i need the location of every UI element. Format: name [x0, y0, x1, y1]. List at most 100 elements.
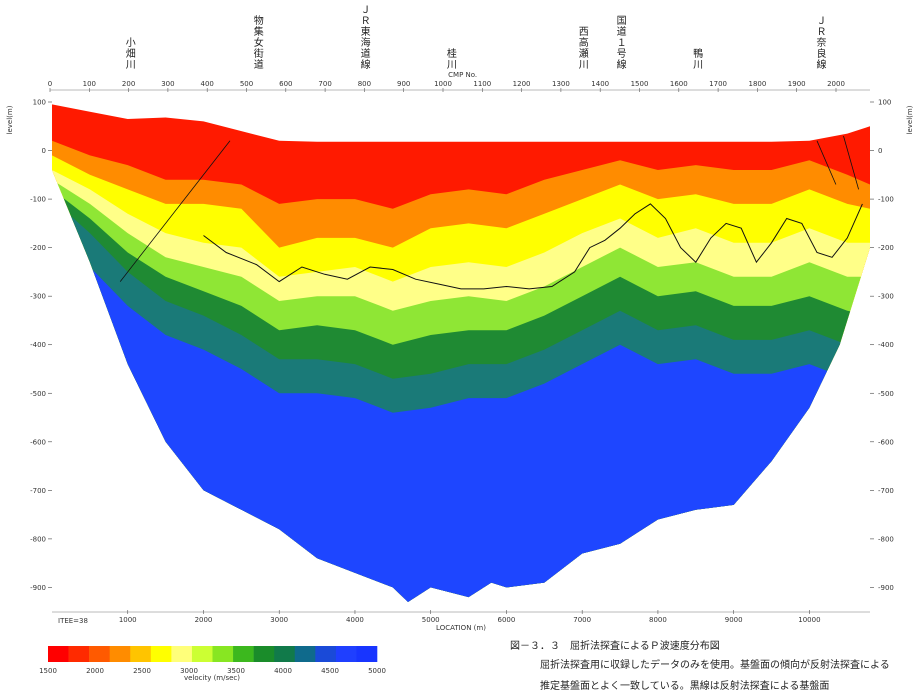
- place-label-char: Ｊ: [361, 5, 371, 16]
- fault-line-2: [816, 140, 837, 185]
- place-label-char: 良: [817, 47, 827, 60]
- place-label-char: 瀬: [579, 48, 589, 60]
- colorbar-tick-label: 5000: [368, 667, 386, 675]
- colorbar-tick-label: 4500: [321, 667, 339, 675]
- cmp-tick-label: 1200: [513, 80, 531, 88]
- x-tick-label: 3000: [270, 616, 288, 624]
- left-tick-label: -600: [30, 438, 46, 446]
- right-y-axis-label: level(m): [906, 105, 914, 134]
- overlay-lines: [119, 135, 863, 290]
- colorbar-swatch: [233, 646, 254, 662]
- right-tick-label: -700: [878, 487, 894, 495]
- cmp-tick-label: 200: [122, 80, 135, 88]
- cmp-tick-label: 1400: [591, 80, 609, 88]
- x-tick-label: 10000: [798, 616, 820, 624]
- cmp-tick-label: 500: [240, 80, 253, 88]
- right-tick-label: -200: [878, 244, 894, 252]
- site-label: ITEE=38: [58, 617, 88, 625]
- place-label-char: 畑: [126, 47, 136, 60]
- figure-caption-line-1: 屈折法探査用に収録したデータのみを使用。基盤面の傾向が反射法探査による: [540, 660, 890, 671]
- place-label-char: 東: [361, 25, 371, 38]
- basement-line: [203, 203, 863, 290]
- colorbar-swatch: [315, 646, 337, 662]
- place-label-char: 道: [361, 47, 371, 60]
- colorbar-tick-label: 3500: [227, 667, 245, 675]
- figure-caption-line-2: 推定基盤面とよく一致している。黒線は反射法探査による基盤面: [540, 681, 830, 692]
- colorbar-tick-label: 3000: [180, 667, 198, 675]
- place-label-char: 国: [617, 15, 627, 27]
- x-tick-label: 8000: [649, 616, 667, 624]
- right-tick-label: -800: [878, 535, 894, 543]
- left-y-axis: 100 0 -100 -200 -300 -400 -500 -600 -700 -800 -900: [30, 99, 52, 592]
- fault-line-1: [119, 140, 231, 282]
- colorbar-tick-label: 1500: [39, 667, 57, 675]
- cmp-tick-label: 700: [318, 80, 331, 88]
- left-tick-label: -500: [30, 390, 46, 398]
- figure-title: 図－３．３ 屈折法探査によるＰ波速度分布図: [510, 641, 720, 652]
- x-tick-label: 9000: [725, 616, 743, 624]
- left-tick-label: 0: [42, 147, 46, 155]
- colorbar-label: velocity (m/sec): [184, 674, 240, 682]
- cmp-tick-label: 1100: [473, 80, 491, 88]
- cmp-tick-label: 400: [201, 80, 214, 88]
- place-label-char: Ｊ: [817, 16, 827, 27]
- colorbar-swatch: [150, 646, 172, 662]
- cmp-axis: 0 100 200 300 400 500 600 700 800 900 1000 1100 1200…: [48, 80, 870, 92]
- place-label-char: 川: [693, 60, 703, 71]
- cmp-tick-label: 0: [48, 80, 52, 88]
- place-label-char: 高: [579, 36, 589, 49]
- colorbar-swatch: [335, 646, 357, 662]
- right-tick-label: -900: [878, 584, 894, 592]
- right-tick-label: 0: [878, 147, 882, 155]
- colorbar-swatch: [89, 646, 110, 662]
- place-label-char: 線: [361, 58, 371, 71]
- place-label-char: 川: [126, 60, 136, 71]
- colorbar-tick-label: 2000: [86, 667, 104, 675]
- place-label-char: １: [617, 38, 627, 49]
- colorbar-swatch: [294, 646, 316, 662]
- colorbar: 1500 2000 2500 3000 3500 4000 4500 5000: [39, 646, 386, 675]
- place-label-char: 川: [447, 60, 457, 71]
- left-tick-label: 100: [33, 99, 46, 107]
- place-label-char: 女: [254, 36, 264, 49]
- place-label-char: 道: [254, 58, 264, 71]
- place-label-char: 海: [361, 36, 371, 49]
- left-tick-label: -400: [30, 341, 46, 349]
- colorbar-swatch: [274, 646, 296, 662]
- left-tick-label: -100: [30, 196, 46, 204]
- right-tick-label: -100: [878, 196, 894, 204]
- colorbar-swatch: [191, 646, 213, 662]
- x-axis: 1000 2000 3000 4000 5000 6000 7000 8000 9000 1000…: [52, 610, 870, 624]
- velocity-section: [52, 104, 870, 602]
- place-label-char: 西: [579, 27, 589, 38]
- cmp-tick-label: 1700: [709, 80, 727, 88]
- right-tick-label: -500: [878, 390, 894, 398]
- colorbar-tick-label: 4000: [274, 667, 292, 675]
- place-label-char: 線: [617, 58, 627, 71]
- left-y-axis-label: level(m): [6, 105, 14, 134]
- x-axis-label: LOCATION (m): [436, 624, 486, 632]
- cmp-tick-label: 1500: [631, 80, 649, 88]
- cmp-tick-label: 1900: [788, 80, 806, 88]
- colorbar-swatch: [171, 646, 193, 662]
- cmp-tick-label: 900: [397, 80, 410, 88]
- cmp-tick-label: 2000: [827, 80, 845, 88]
- place-label-char: 物: [254, 14, 264, 27]
- place-label-char: 奈: [817, 36, 827, 49]
- left-tick-label: -300: [30, 293, 46, 301]
- place-label-char: 号: [617, 48, 627, 60]
- colorbar-swatch: [356, 646, 378, 662]
- place-label-char: Ｒ: [817, 27, 827, 38]
- cmp-tick-label: 800: [358, 80, 371, 88]
- x-tick-label: 6000: [498, 616, 516, 624]
- colorbar-swatch: [253, 646, 275, 662]
- cmp-tick-label: 600: [279, 80, 292, 88]
- cmp-tick-label: 1300: [552, 80, 570, 88]
- colorbar-swatch: [109, 646, 131, 662]
- cmp-tick-label: 100: [83, 80, 96, 88]
- colorbar-swatch: [68, 646, 90, 662]
- place-label-char: 鴨: [693, 47, 703, 60]
- colorbar-tick-label: 2500: [133, 667, 151, 675]
